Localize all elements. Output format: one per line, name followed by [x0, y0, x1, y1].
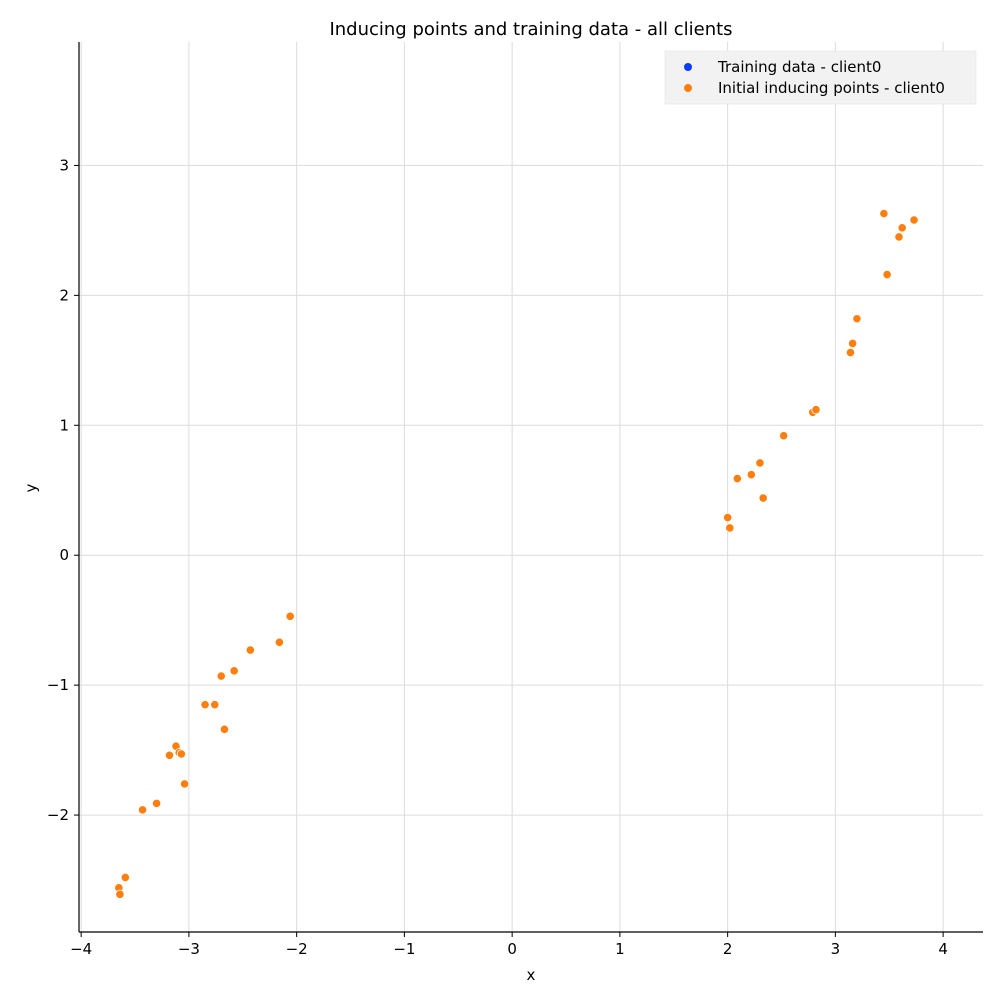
inducing-point [164, 750, 175, 760]
legend-marker-inducing [684, 84, 692, 92]
x-tick-label: −2 [286, 940, 308, 958]
x-tick-label: 4 [938, 940, 948, 958]
inducing-point [779, 431, 789, 441]
tick-labels: −4 −3 −2 −1 0 1 2 3 4 −2 −1 0 1 2 3 [47, 156, 948, 958]
inducing-point [755, 458, 765, 468]
data-points [114, 78, 948, 899]
inducing-point [210, 700, 220, 710]
inducing-point [115, 889, 125, 899]
inducing-point [219, 724, 230, 734]
y-tick-label: −2 [47, 806, 69, 824]
inducing-point [882, 269, 892, 280]
legend-label-training: Training data - client0 [717, 58, 881, 76]
x-tick-label: 3 [831, 940, 841, 958]
inducing-point [229, 666, 239, 676]
inducing-point [216, 671, 226, 681]
inducing-point [848, 338, 858, 349]
legend-label-inducing: Initial inducing points - client0 [718, 79, 945, 97]
inducing-point [176, 749, 186, 759]
y-tick-label: 2 [59, 286, 69, 304]
y-axis-label: y [22, 483, 40, 492]
grid [79, 42, 983, 932]
inducing-point [909, 215, 919, 225]
inducing-point [811, 405, 821, 415]
x-tick-label: 2 [723, 940, 733, 958]
y-tick-label: 1 [59, 416, 69, 434]
inducing-point [852, 314, 862, 324]
inducing-point [894, 232, 904, 242]
inducing-point [151, 798, 162, 808]
x-tick-label: −1 [393, 940, 415, 958]
x-tick-label: 0 [507, 940, 517, 958]
inducing-point [200, 700, 210, 710]
axes [74, 42, 983, 937]
inducing-point [179, 779, 190, 789]
inducing-point [758, 493, 768, 503]
y-tick-label: −1 [47, 676, 69, 694]
chart-title: Inducing points and training data - all … [329, 19, 732, 40]
inducing-point [137, 805, 148, 815]
inducing-point [245, 645, 255, 655]
inducing-point [285, 611, 295, 621]
x-axis-label: x [527, 966, 536, 984]
x-tick-label: −3 [178, 940, 200, 958]
legend-marker-training [684, 63, 692, 71]
inducing-point [897, 223, 907, 233]
x-tick-label: −4 [70, 940, 92, 958]
inducing-point [725, 523, 735, 533]
legend: Training data - client0 Initial inducing… [664, 50, 977, 105]
inducing-point [732, 473, 742, 484]
inducing-point [845, 347, 856, 358]
inducing-point [879, 208, 889, 219]
inducing-point [746, 470, 756, 480]
x-tick-label: 1 [615, 940, 625, 958]
inducing-point [120, 872, 130, 883]
legend-box [664, 50, 977, 105]
y-tick-label: 3 [59, 156, 69, 174]
y-tick-label: 0 [59, 546, 69, 564]
inducing-point [274, 637, 285, 647]
inducing-point [723, 512, 733, 523]
